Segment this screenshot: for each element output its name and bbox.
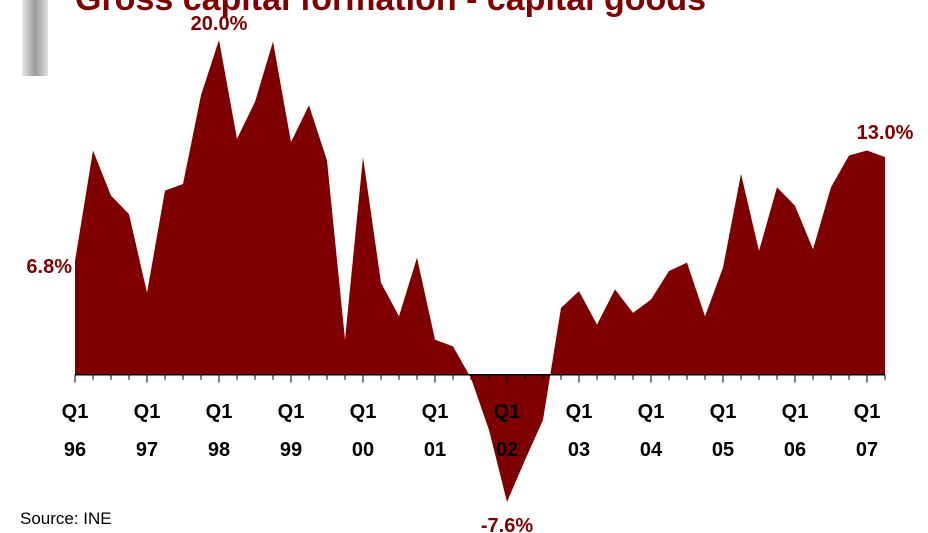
x-tick-label: Q1 05: [710, 401, 737, 461]
x-tick-year: 96: [64, 439, 86, 461]
x-tick-label: Q1 07: [854, 401, 881, 461]
x-tick-year: 03: [568, 439, 590, 461]
x-tick-label: Q1 01: [422, 401, 449, 461]
x-tick-label: Q1 02: [494, 401, 521, 461]
x-tick-label: Q1 03: [566, 401, 593, 461]
x-tick-label: Q1 96: [62, 401, 89, 461]
decor-bar: [22, 0, 48, 76]
x-tick-year: 98: [208, 439, 230, 461]
x-tick-year: 99: [280, 439, 302, 461]
x-tick-year: 00: [352, 439, 374, 461]
x-tick-quarter: Q1: [350, 401, 377, 423]
x-tick-year: 01: [424, 439, 446, 461]
x-tick-quarter: Q1: [638, 401, 665, 423]
value-label: 6.8%: [26, 256, 72, 278]
x-tick-quarter: Q1: [710, 401, 737, 423]
chart-title: Gross capital formation - capital goods: [75, 0, 706, 18]
area: [75, 40, 885, 502]
x-tick-label: Q1 98: [206, 401, 233, 461]
x-tick-quarter: Q1: [854, 401, 881, 423]
x-tick-year: 02: [496, 439, 518, 461]
x-tick-quarter: Q1: [134, 401, 161, 423]
x-tick-label: Q1 06: [782, 401, 809, 461]
x-tick-label: Q1 04: [638, 401, 665, 461]
value-label: 20.0%: [191, 13, 248, 35]
x-tick-label: Q1 00: [350, 401, 377, 461]
x-tick-year: 07: [856, 439, 878, 461]
x-tick-quarter: Q1: [206, 401, 233, 423]
source-note: Source: INE: [20, 509, 112, 528]
x-tick-label: Q1 97: [134, 401, 161, 461]
x-tick-year: 04: [640, 439, 663, 461]
x-tick-quarter: Q1: [62, 401, 89, 423]
x-tick-quarter: Q1: [782, 401, 809, 423]
x-tick-quarter: Q1: [278, 401, 305, 423]
x-tick-year: 06: [784, 439, 806, 461]
x-tick-quarter: Q1: [566, 401, 593, 423]
value-label: -7.6%: [481, 515, 533, 533]
x-tick-year: 97: [136, 439, 158, 461]
x-tick-label: Q1 99: [278, 401, 305, 461]
value-label: 13.0%: [857, 122, 914, 144]
x-tick-year: 05: [712, 439, 734, 461]
x-tick-quarter: Q1: [422, 401, 449, 423]
x-tick-quarter: Q1: [494, 401, 521, 423]
